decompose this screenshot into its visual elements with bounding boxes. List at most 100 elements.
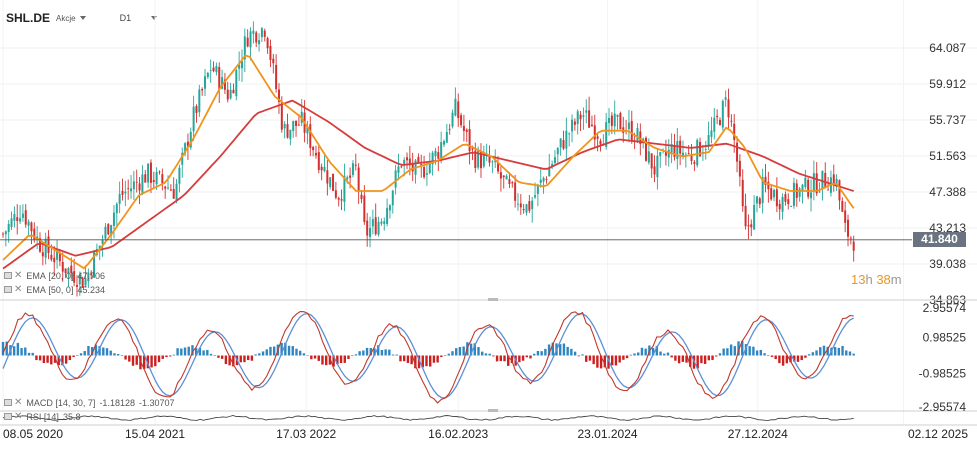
candle-body	[605, 122, 608, 147]
legend-rsi: ✕ RSI [14] 35.8	[4, 411, 80, 422]
candle-body	[223, 79, 226, 90]
candle-body	[314, 152, 317, 156]
legend-ema-20: ✕ EMA [20, 0] 47.706	[4, 270, 105, 281]
candle-body	[465, 129, 468, 132]
legend-rsi-name: RSI	[26, 411, 42, 422]
candle-body	[687, 153, 690, 154]
candle-body	[468, 129, 471, 152]
candle-body	[320, 166, 323, 171]
macd-tick-label: -0.98525	[919, 366, 967, 380]
candle-body	[363, 195, 366, 223]
macd-histogram-bar	[770, 355, 774, 357]
macd-histogram-bar	[726, 348, 729, 356]
macd-histogram-bar	[715, 355, 718, 357]
macd-histogram-bar	[841, 345, 844, 356]
legend-settings-icon[interactable]	[4, 272, 12, 279]
timeframe-label[interactable]: D1	[119, 13, 132, 23]
legend-close-icon[interactable]: ✕	[14, 411, 23, 422]
candle-body	[636, 128, 639, 142]
macd-histogram-bar	[752, 346, 755, 356]
candle-body	[761, 177, 764, 204]
candle-body	[118, 194, 121, 204]
candle-body	[2, 233, 4, 235]
candle-body	[349, 175, 352, 178]
macd-histogram-bar	[287, 345, 291, 356]
candle-body	[645, 137, 648, 161]
candle-body	[721, 100, 724, 128]
macd-histogram-bar	[819, 347, 822, 356]
candle-body	[101, 239, 104, 245]
legend-close-icon[interactable]: ✕	[14, 397, 23, 408]
macd-histogram-bar	[637, 352, 640, 356]
macd-histogram-bar	[295, 348, 298, 356]
candle-body	[289, 129, 292, 140]
legend-ema-value: 45.234	[77, 284, 105, 295]
macd-histogram-bar	[202, 350, 205, 356]
legend-settings-icon[interactable]	[4, 413, 12, 420]
candle-body	[132, 181, 135, 190]
candle-body	[440, 142, 443, 159]
macd-histogram-bar	[258, 353, 261, 356]
candle-body	[482, 155, 485, 167]
macd-histogram-bar	[703, 355, 707, 364]
candle-body	[192, 106, 195, 132]
candle-body	[650, 153, 653, 169]
legend-ema-name: EMA	[26, 270, 46, 281]
symbol-dropdown-icon[interactable]	[79, 16, 86, 20]
legend-settings-icon[interactable]	[4, 286, 12, 293]
macd-histogram-bar	[298, 350, 302, 356]
candle-body	[764, 176, 767, 185]
candle-body	[590, 124, 593, 126]
ema-slow-line	[2, 99, 854, 270]
macd-histogram-bar	[310, 355, 313, 360]
candle-body	[781, 196, 784, 212]
macd-histogram-bar	[655, 345, 659, 356]
legend-close-icon[interactable]: ✕	[14, 270, 23, 281]
legend-settings-icon[interactable]	[4, 399, 12, 406]
symbol-label[interactable]: SHL.DE	[6, 11, 51, 25]
candle-body	[67, 268, 70, 274]
candle-countdown: 13h 38m	[851, 272, 902, 287]
candle-body	[499, 172, 502, 179]
candle-body	[7, 224, 10, 232]
candle-body	[477, 150, 480, 168]
candle-body	[696, 139, 699, 166]
macd-histogram-bar	[495, 355, 499, 362]
macd-histogram-bar	[577, 355, 581, 357]
candle-body	[596, 136, 599, 139]
macd-histogram-bar	[395, 354, 398, 356]
y-tick-label: 43.213	[929, 221, 966, 235]
axes-layer: 64.087 59.912 55.737 51.563 47.388 43.213 39.0…	[0, 41, 977, 441]
legend-close-icon[interactable]: ✕	[14, 284, 23, 295]
macd-histogram-bar	[629, 354, 633, 356]
candle-body	[462, 125, 465, 131]
macd-histogram-bar	[525, 355, 528, 358]
macd-histogram-bar	[741, 340, 744, 356]
macd-histogram-bar	[436, 355, 439, 363]
macd-histogram-bar	[425, 355, 428, 367]
macd-histogram-bar	[763, 353, 766, 356]
countdown-hours: 13	[851, 272, 866, 287]
macd-histogram-bar	[462, 346, 465, 356]
candle-body	[374, 217, 377, 235]
macd-histogram-bar	[239, 355, 242, 363]
macd-signal-line	[2, 312, 854, 399]
candle-body	[152, 180, 155, 182]
candle-body	[81, 277, 84, 288]
macd-histogram-bar	[633, 353, 636, 356]
macd-histogram-bar	[284, 342, 287, 356]
candle-body	[559, 138, 562, 148]
candle-body	[417, 157, 420, 163]
macd-histogram-bar	[826, 346, 829, 356]
macd-histogram-bar	[585, 355, 588, 362]
candle-body	[50, 254, 53, 260]
legend-ema-50: ✕ EMA [50, 0] 45.234	[4, 284, 105, 295]
candle-body	[263, 30, 266, 37]
macd-histogram-bar	[767, 355, 770, 356]
macd-histogram-bar	[209, 353, 213, 356]
candle-body	[548, 167, 551, 177]
timeframe-dropdown-icon[interactable]	[151, 16, 158, 20]
macd-histogram-bar	[272, 346, 276, 356]
macd-histogram-bar	[1, 341, 5, 356]
